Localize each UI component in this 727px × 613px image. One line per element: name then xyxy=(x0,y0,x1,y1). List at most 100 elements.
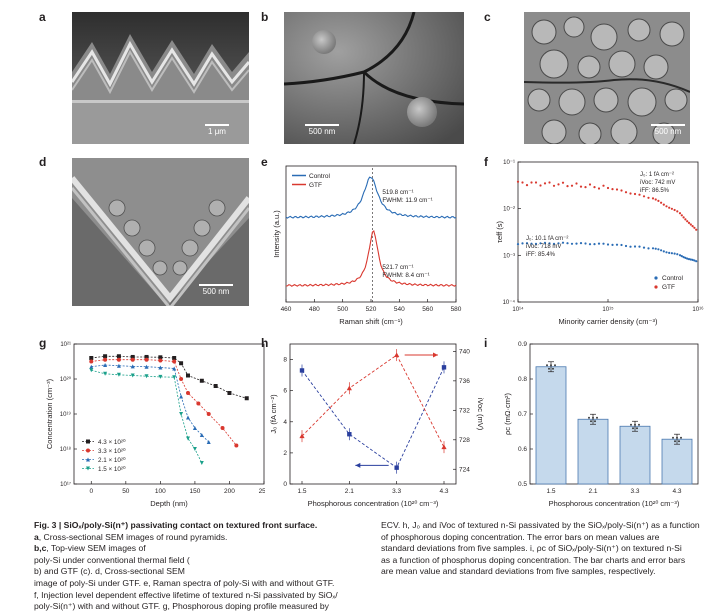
data-point-control xyxy=(530,242,533,245)
data-point-control xyxy=(548,242,551,245)
data-point-control xyxy=(680,255,683,258)
data-point-gtf xyxy=(642,195,646,198)
sample-dot xyxy=(638,423,640,426)
x-tick-label: 3.3 xyxy=(392,488,401,495)
data-point-j0 xyxy=(394,465,399,470)
bar-2.1 xyxy=(577,418,609,485)
x-tick-label: 4.3 xyxy=(439,488,448,495)
x-tick-label: 500 xyxy=(337,306,348,313)
profile-marker xyxy=(199,378,204,383)
data-point-control xyxy=(561,241,565,244)
profile-marker xyxy=(144,364,149,369)
annotation-control: J₀: 10.1 fA cm⁻² xyxy=(526,236,568,242)
data-point-control xyxy=(695,260,698,263)
series-line-control xyxy=(285,176,457,219)
data-point-gtf xyxy=(561,181,565,184)
data-point-gtf xyxy=(680,214,683,217)
sample-dot xyxy=(554,364,556,367)
data-point-gtf xyxy=(682,216,685,219)
annotation-control: iFF: 85.4% xyxy=(526,252,556,258)
series-line-gtf xyxy=(285,230,457,287)
caption-text: f, Injection level dependent effective l… xyxy=(34,589,338,600)
profile-marker xyxy=(179,361,184,366)
caption-text: , Cross-sectional SEM images of round py… xyxy=(38,531,228,542)
profile-marker xyxy=(186,391,190,395)
data-point-control xyxy=(521,242,524,245)
sample-dot xyxy=(630,423,632,426)
caption-bold: b,c xyxy=(34,543,47,554)
legend-label: Control xyxy=(662,275,684,282)
scale-bar-a: 1 μm xyxy=(202,124,232,136)
panel-label-b: b xyxy=(261,10,269,24)
data-point-gtf xyxy=(670,207,673,210)
y-tick-label: 10¹⁸ xyxy=(60,446,72,453)
x-tick-label: 460 xyxy=(281,306,292,313)
legend-label: GTF xyxy=(662,284,675,291)
data-point-gtf xyxy=(584,186,587,189)
data-point-control xyxy=(579,242,583,245)
data-point-control xyxy=(638,245,641,248)
data-point-gtf xyxy=(543,182,547,185)
data-point-gtf xyxy=(651,197,655,200)
x-tick-label: 50 xyxy=(122,488,130,495)
sem-image-c: 500 nm xyxy=(524,12,690,144)
data-point-control xyxy=(606,243,610,246)
data-point-control xyxy=(662,250,665,253)
y-tick-label: 10²⁰ xyxy=(60,376,72,383)
data-point-gtf xyxy=(597,187,601,190)
panel-label-i: i xyxy=(484,336,488,350)
y-right-tick-label: 732 xyxy=(459,407,470,414)
data-point-gtf xyxy=(570,184,574,187)
data-point-control xyxy=(557,242,560,245)
profile-line xyxy=(91,369,203,464)
panel-label-g: g xyxy=(39,336,47,350)
profile-marker xyxy=(172,366,177,371)
data-point-gtf xyxy=(602,184,605,187)
caption-line: Fig. 3 | SiOₓ/poly-Si(n⁺) passivating co… xyxy=(34,520,354,532)
profile-marker xyxy=(172,356,177,360)
data-point-control xyxy=(584,242,587,245)
scale-bar-b: 500 nm xyxy=(302,124,342,136)
caption-text: , Top-view SEM images of xyxy=(46,543,146,554)
sample-dot xyxy=(594,420,596,423)
data-point-gtf xyxy=(684,218,687,221)
profile-marker xyxy=(130,354,135,359)
scale-bar-d: 500 nm xyxy=(196,284,236,296)
data-point-control xyxy=(611,243,614,246)
profile-marker xyxy=(116,357,121,362)
profile-marker xyxy=(130,357,135,362)
x-tick-label: 10¹⁵ xyxy=(602,306,614,313)
data-point-j0 xyxy=(347,432,352,437)
profile-marker xyxy=(206,440,211,444)
profile-marker xyxy=(144,354,149,359)
y-tick-label: 10¹⁹ xyxy=(60,411,72,418)
y-left-tick-label: 2 xyxy=(283,450,287,457)
data-point-control xyxy=(588,243,592,246)
panel-label-e: e xyxy=(261,155,268,169)
data-point-control xyxy=(651,247,655,250)
profile-marker xyxy=(234,443,239,448)
data-point-control xyxy=(654,247,657,250)
caption-right-column: ECV. h, J₀ and iVoc of textured n-Si pas… xyxy=(381,520,701,578)
profile-marker xyxy=(179,412,184,416)
data-point-control xyxy=(602,242,605,245)
y-left-tick-label: 0 xyxy=(283,481,287,488)
profile-marker xyxy=(158,358,163,363)
data-point-gtf xyxy=(530,181,533,184)
data-point-gtf xyxy=(660,201,663,204)
sample-dot xyxy=(548,367,550,370)
data-point-control xyxy=(525,242,529,245)
data-point-gtf xyxy=(629,192,632,195)
data-point-control xyxy=(633,245,637,248)
y-right-axis-label: iVoc (mV) xyxy=(476,398,485,431)
x-tick-label: 0 xyxy=(89,488,93,495)
data-point-control xyxy=(597,242,601,245)
data-point-control xyxy=(678,254,682,257)
chart-g-doping-profile: 0 50 100 150 200 250 10²¹ 10²⁰ 10¹⁹ 10¹⁸ 10¹⁷ Depth… xyxy=(45,342,265,508)
data-point-gtf xyxy=(516,180,520,183)
profile-marker xyxy=(158,365,163,370)
profile-marker xyxy=(116,372,121,377)
y-tick-label: 0.6 xyxy=(518,446,527,453)
profile-marker xyxy=(103,371,108,376)
caption-text: image of poly-Si under GTF. e, Raman spe… xyxy=(34,577,335,588)
